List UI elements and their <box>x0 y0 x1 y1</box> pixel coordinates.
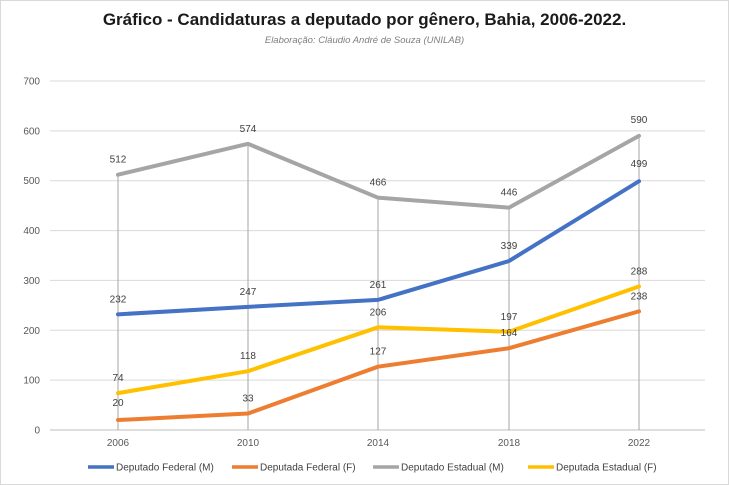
data-point <box>376 196 380 199</box>
data-point <box>637 310 641 313</box>
y-tick-label: 300 <box>23 276 40 287</box>
data-label: 164 <box>501 328 518 339</box>
data-label: 127 <box>370 347 387 358</box>
data-label: 288 <box>631 266 648 277</box>
x-tick-label: 2022 <box>628 438 651 449</box>
data-point <box>637 134 641 138</box>
data-label: 238 <box>631 291 648 302</box>
data-point <box>116 313 120 316</box>
data-point <box>376 298 380 302</box>
y-tick-label: 400 <box>23 226 40 237</box>
y-tick-label: 200 <box>23 326 40 337</box>
data-point <box>637 285 641 288</box>
category-droplines <box>117 135 640 430</box>
legend-label: Deputada Estadual (F) <box>556 463 657 474</box>
legend-item-4: Deputada Estadual (F) <box>528 463 657 474</box>
y-tick-label: 700 <box>23 77 40 88</box>
y-axis-tick-labels: 0 100 200 300 400 500 600 700 <box>23 77 40 437</box>
data-label: 446 <box>501 188 518 199</box>
data-point <box>507 259 511 263</box>
x-tick-label: 2014 <box>367 438 390 449</box>
data-point <box>246 412 250 415</box>
chart-subtitle: Elaboração: Cláudio André de Souza (UNIL… <box>264 35 465 46</box>
data-label: 33 <box>242 394 254 405</box>
y-tick-label: 100 <box>23 376 40 387</box>
data-point <box>116 391 120 395</box>
data-point <box>507 206 511 209</box>
legend-label: Deputado Federal (M) <box>116 463 214 474</box>
data-label: 339 <box>501 241 518 252</box>
legend-label: Deputado Estadual (M) <box>401 463 504 474</box>
data-label: 247 <box>240 287 257 298</box>
y-tick-label: 500 <box>23 176 40 187</box>
data-label: 232 <box>110 294 127 305</box>
data-point <box>116 418 120 422</box>
data-point <box>246 369 250 373</box>
data-label: 512 <box>110 155 127 166</box>
legend-item-2: Deputada Federal (F) <box>232 463 356 474</box>
data-label: 466 <box>370 178 387 189</box>
data-point <box>246 305 250 309</box>
series-lines <box>116 133 641 423</box>
data-point <box>507 330 511 333</box>
data-label: 574 <box>240 124 257 135</box>
legend: Deputado Federal (M) Deputada Federal (F)… <box>88 463 657 474</box>
data-point <box>246 142 250 146</box>
legend-item-1: Deputado Federal (M) <box>88 463 214 474</box>
data-point <box>376 326 380 329</box>
data-label: 499 <box>631 159 648 170</box>
data-point <box>116 173 120 176</box>
data-label: 206 <box>370 307 387 318</box>
data-point <box>637 180 641 183</box>
data-labels: 232 247 261 339 499 20 33 127 164 238 512 574 466 446… <box>110 115 648 409</box>
x-axis-tick-labels: 2006 2010 2014 2018 2022 <box>107 438 651 449</box>
data-point <box>376 365 380 368</box>
data-label: 118 <box>240 351 256 362</box>
data-point <box>507 347 511 350</box>
y-tick-label: 0 <box>34 426 40 437</box>
data-label: 261 <box>370 280 387 291</box>
y-tick-label: 600 <box>23 126 40 137</box>
data-label: 197 <box>501 312 518 323</box>
legend-item-3: Deputado Estadual (M) <box>373 463 504 474</box>
data-label: 74 <box>112 373 124 384</box>
data-label: 20 <box>112 398 124 409</box>
data-label: 590 <box>631 115 648 126</box>
x-tick-label: 2010 <box>237 438 260 449</box>
legend-label: Deputada Federal (F) <box>260 463 356 474</box>
x-tick-label: 2018 <box>498 438 521 449</box>
x-tick-label: 2006 <box>107 438 130 449</box>
chart-title: Gráfico - Candidaturas a deputado por gê… <box>102 10 627 29</box>
